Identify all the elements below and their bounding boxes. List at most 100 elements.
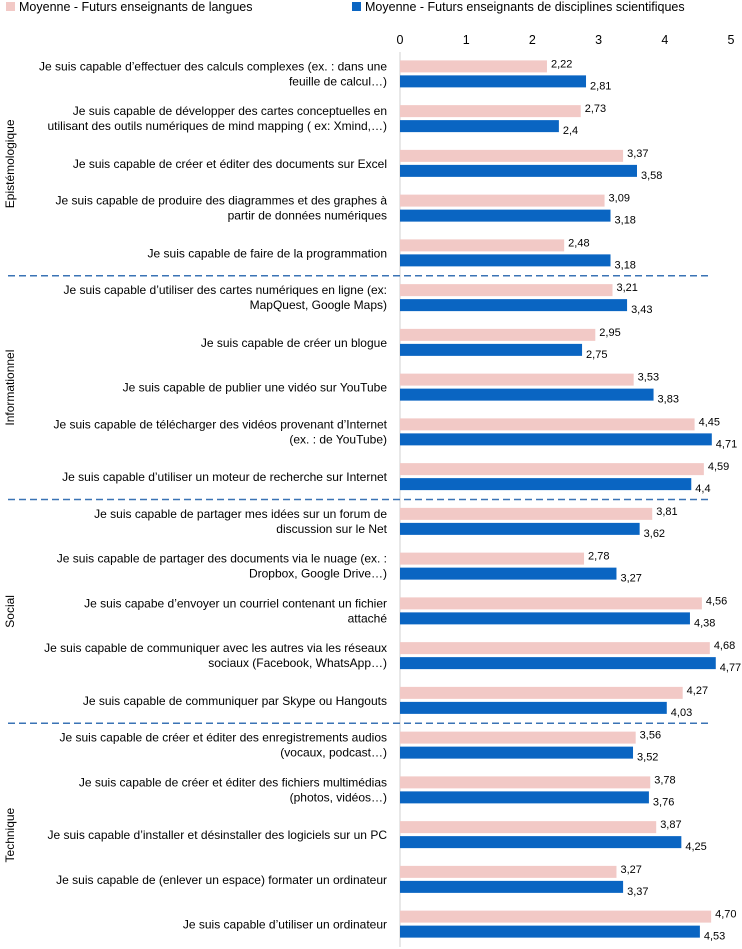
- bar-scientifiques: [400, 791, 649, 804]
- x-tick-label: 0: [397, 33, 404, 47]
- bar-langues: [400, 865, 617, 878]
- data-label-langues: 2,48: [568, 237, 589, 249]
- data-label-langues: 4,27: [687, 685, 708, 697]
- category-label: Je suis capable de créer et éditer des f…: [79, 775, 387, 789]
- x-tick-label: 1: [463, 33, 470, 47]
- data-label-scientifiques: 4,77: [720, 662, 741, 674]
- category-label: sociaux (Facebook, WhatsApp…): [208, 656, 387, 670]
- bar-langues: [400, 686, 683, 699]
- bar-langues: [400, 105, 581, 118]
- category-label: Je suis capable de publier une vidéo sur…: [123, 381, 388, 395]
- category-label: Dropbox, Google Drive…): [249, 567, 387, 581]
- data-label-langues: 4,59: [708, 461, 729, 473]
- bar-langues: [400, 463, 704, 476]
- bar-langues: [400, 194, 605, 207]
- category-label: Je suis capable d’effectuer des calculs …: [39, 59, 387, 73]
- bar-scientifiques: [400, 75, 587, 88]
- x-tick-label: 3: [595, 33, 602, 47]
- bar-scientifiques: [400, 478, 692, 491]
- bar-langues: [400, 821, 657, 834]
- bar-scientifiques: [400, 746, 634, 759]
- bar-langues: [400, 239, 565, 252]
- legend-swatch-2: [352, 2, 361, 11]
- bar-scientifiques: [400, 433, 712, 446]
- bar-scientifiques: [400, 880, 624, 893]
- category-label: Je suis capable d’utiliser des cartes nu…: [63, 283, 387, 297]
- category-label: Je suis capable de télécharger des vidéo…: [53, 417, 387, 431]
- category-label: Je suis capable de faire de la programma…: [148, 246, 387, 260]
- bar-scientifiques: [400, 343, 583, 356]
- data-label-langues: 3,27: [620, 864, 641, 876]
- data-label-scientifiques: 4,03: [671, 707, 692, 719]
- data-label-scientifiques: 2,4: [563, 125, 578, 137]
- group-label: Epistémologique: [3, 119, 17, 208]
- category-label: Je suis capable d’utiliser un moteur de …: [62, 470, 388, 484]
- category-label: Je suis capable de communiquer avec les …: [44, 641, 387, 655]
- data-label-scientifiques: 3,18: [615, 215, 636, 227]
- data-label-scientifiques: 3,76: [653, 796, 674, 808]
- data-label-scientifiques: 4,4: [695, 483, 710, 495]
- bar-langues: [400, 149, 624, 162]
- bar-langues: [400, 731, 636, 744]
- legend-label-1: Moyenne - Futurs enseignants de langues: [19, 0, 252, 14]
- bar-langues: [400, 60, 547, 73]
- data-label-langues: 3,09: [609, 193, 630, 205]
- category-label: utilisant des outils numériques de mind …: [48, 119, 388, 133]
- category-label: Je suis capable de créer un blogue: [201, 336, 387, 350]
- bar-langues: [400, 776, 651, 789]
- data-label-langues: 3,53: [638, 372, 659, 384]
- category-label: feuille de calcul…): [289, 74, 387, 88]
- x-tick-label: 4: [661, 33, 668, 47]
- category-label: Je suis capable d’utiliser un ordinateur: [183, 918, 387, 932]
- category-label: Je suis capable de (enlever un espace) f…: [56, 873, 387, 887]
- category-label: Je suis capabe d’envoyer un courriel con…: [84, 596, 387, 610]
- bar-langues: [400, 328, 596, 341]
- data-label-langues: 3,56: [640, 730, 661, 742]
- data-label-scientifiques: 3,27: [620, 573, 641, 585]
- category-label: partir de données numériques: [228, 209, 387, 223]
- bar-scientifiques: [400, 299, 628, 312]
- data-label-scientifiques: 3,43: [631, 304, 652, 316]
- category-label: MapQuest, Google Maps): [250, 298, 387, 312]
- data-label-scientifiques: 3,18: [615, 259, 636, 271]
- data-label-scientifiques: 2,81: [590, 80, 611, 92]
- bar-scientifiques: [400, 164, 637, 177]
- bar-langues: [400, 597, 702, 610]
- category-label: attaché: [348, 611, 388, 625]
- bar-scientifiques: [400, 657, 716, 670]
- bar-scientifiques: [400, 836, 682, 849]
- data-label-langues: 4,45: [699, 416, 720, 428]
- data-label-scientifiques: 4,38: [694, 617, 715, 629]
- legend-swatch-1: [6, 2, 15, 11]
- x-tick-label: 5: [728, 33, 735, 47]
- bar-langues: [400, 910, 712, 923]
- category-label: (photos, vidéos…): [290, 790, 387, 804]
- category-label: (vocaux, podcast…): [280, 746, 387, 760]
- data-label-langues: 2,95: [599, 327, 620, 339]
- category-label: Je suis capable de partager des document…: [57, 552, 387, 566]
- data-label-scientifiques: 3,52: [637, 752, 658, 764]
- bar-scientifiques: [400, 567, 617, 580]
- category-label: Je suis capable de créer et éditer des d…: [73, 157, 387, 171]
- bar-langues: [400, 284, 613, 297]
- data-label-scientifiques: 3,62: [644, 528, 665, 540]
- bar-scientifiques: [400, 522, 640, 535]
- bar-langues: [400, 418, 695, 431]
- data-label-scientifiques: 4,25: [685, 841, 706, 853]
- bar-scientifiques: [400, 209, 611, 222]
- bar-scientifiques: [400, 254, 611, 267]
- data-label-langues: 3,81: [656, 506, 677, 518]
- bar-scientifiques: [400, 612, 690, 625]
- category-label: Je suis capable d’installer et désinstal…: [47, 828, 387, 842]
- bar-langues: [400, 642, 710, 655]
- data-label-scientifiques: 4,71: [716, 438, 737, 450]
- data-label-langues: 3,87: [660, 819, 681, 831]
- group-label: Technique: [3, 807, 17, 862]
- category-label: Je suis capable de créer et éditer des e…: [59, 731, 387, 745]
- data-label-langues: 3,21: [617, 282, 638, 294]
- data-label-langues: 3,37: [627, 148, 648, 160]
- bar-scientifiques: [400, 120, 559, 133]
- bar-langues: [400, 552, 585, 565]
